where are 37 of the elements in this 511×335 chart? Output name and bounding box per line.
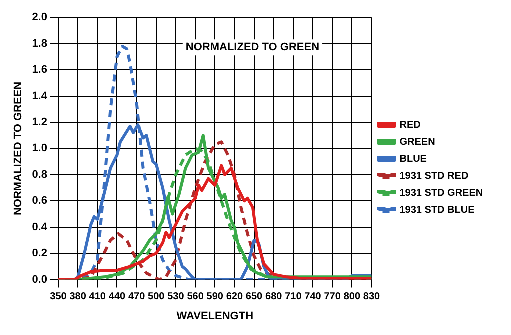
x-tick-label: 530	[168, 292, 185, 303]
x-tick-label: 680	[266, 292, 283, 303]
y-tick-label: 1.2	[32, 116, 48, 129]
x-tick-label: 710	[285, 292, 302, 303]
x-tick-label: 350	[50, 292, 68, 303]
x-tick-label: 440	[108, 292, 126, 303]
y-tick-label: 0.2	[32, 248, 48, 260]
legend-label: 1931 STD BLUE	[400, 204, 476, 216]
y-tick-label: 1.4	[32, 90, 48, 102]
x-tick-label: 470	[128, 292, 146, 303]
y-tick-label: 0.6	[32, 195, 48, 208]
y-tick-label: 0.8	[32, 168, 48, 181]
x-tick-label: 410	[89, 292, 106, 303]
y-axis-title: NORMALIZED TO GREEN	[12, 82, 25, 216]
y-tick-label: 0.4	[32, 221, 48, 234]
y-tick-label: 1.6	[32, 64, 48, 76]
legend-label: GREEN	[400, 136, 436, 148]
y-tick-label: 0.0	[32, 274, 48, 286]
legend-label: RED	[400, 120, 421, 131]
x-tick-label: 650	[246, 292, 264, 303]
x-tick-label: 380	[70, 292, 87, 303]
y-tick-label: 1.8	[32, 38, 48, 50]
legend-label: BLUE	[400, 154, 428, 165]
x-tick-label: 560	[187, 292, 204, 303]
legend-label: 1931 STD GREEN	[400, 188, 484, 199]
y-tick-label: 1.0	[32, 142, 48, 155]
x-tick-label: 620	[226, 292, 244, 303]
x-tick-label: 500	[148, 292, 166, 303]
x-axis-title: WAVELENGTH	[176, 310, 254, 322]
x-tick-label: 590	[206, 292, 224, 303]
x-tick-label: 740	[304, 292, 322, 303]
y-tick-label: 2.0	[32, 12, 48, 24]
x-tick-label: 800	[344, 292, 361, 303]
x-tick-label: 830	[363, 292, 381, 303]
x-tick-label: 770	[324, 292, 342, 303]
legend-label: 1931 STD RED	[400, 170, 469, 182]
text: NORMALIZED TO GREEN	[186, 42, 320, 54]
